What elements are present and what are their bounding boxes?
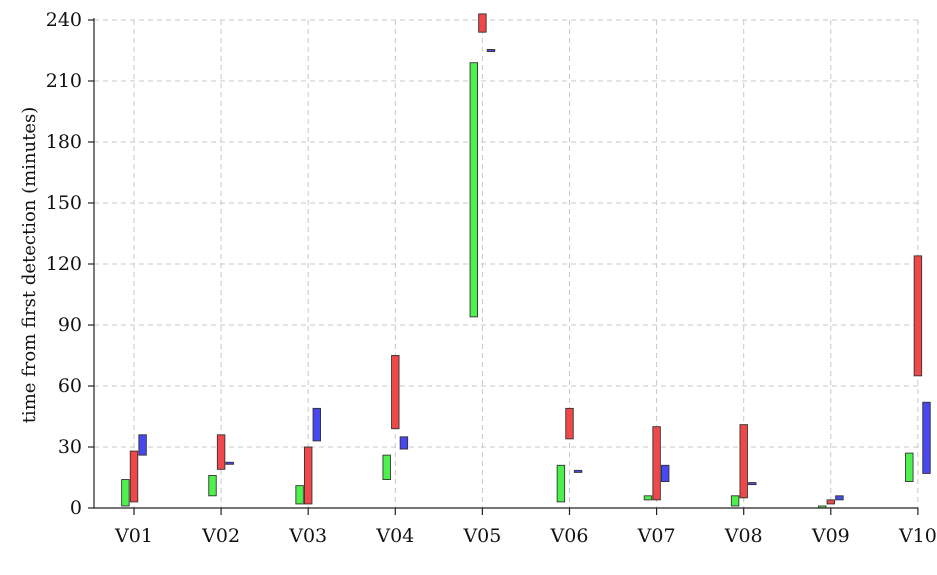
- range-bar: [399, 436, 409, 450]
- x-tick-label: V09: [811, 525, 850, 547]
- range-bar: [121, 479, 130, 507]
- range-bar: [565, 407, 574, 440]
- range-bar: [643, 495, 653, 501]
- x-tick-label: V04: [375, 525, 414, 547]
- range-bar: [216, 434, 226, 470]
- y-axis-label: time from first detection (minutes): [19, 107, 40, 424]
- axes: [88, 18, 919, 515]
- x-tick-label: V03: [288, 525, 327, 547]
- range-bar: [573, 469, 583, 473]
- range-bar: [922, 401, 931, 474]
- x-tick-label: V07: [637, 525, 676, 547]
- y-tick-label: 150: [46, 192, 82, 214]
- range-bar: [478, 13, 487, 33]
- range-bar: [913, 255, 923, 377]
- range-bar: [469, 62, 478, 318]
- range-bar: [312, 407, 321, 442]
- y-tick-label: 210: [46, 70, 82, 92]
- x-tick-label: V06: [550, 525, 589, 547]
- range-bar: [382, 454, 391, 480]
- range-bar: [295, 485, 304, 505]
- y-tick-label: 30: [58, 436, 82, 458]
- bars: [121, 13, 931, 509]
- y-tick-label: 120: [46, 253, 82, 275]
- y-tick-label: 0: [70, 497, 82, 519]
- x-tick-label: V01: [114, 525, 153, 547]
- range-bar: [905, 452, 914, 483]
- range-bar: [138, 434, 147, 456]
- range-bar: [826, 499, 835, 505]
- range-bar: [652, 426, 661, 501]
- range-bar: [391, 355, 400, 430]
- range-bar: [835, 495, 844, 501]
- x-tick-label: V05: [462, 525, 501, 547]
- range-bar: [208, 475, 217, 497]
- range-bar: [661, 464, 670, 483]
- x-tick-label: V08: [724, 525, 763, 547]
- y-tick-label: 90: [58, 314, 82, 336]
- range-bar: [304, 446, 313, 505]
- range-bar: [556, 464, 566, 503]
- range-bar: [739, 424, 748, 499]
- x-tick-label: V10: [898, 525, 937, 547]
- tick-labels: 0 30 60 90 120 150 180 210 240 V01 V02 V03 V04 V05 V06…: [46, 9, 937, 547]
- x-tick-label: V02: [201, 525, 240, 547]
- y-tick-label: 60: [58, 375, 82, 397]
- range-bar: [225, 461, 234, 465]
- y-tick-label: 180: [46, 131, 82, 153]
- range-bar: [748, 482, 757, 486]
- range-bar: [486, 49, 496, 52]
- y-tick-label: 240: [46, 9, 82, 31]
- range-bar: [129, 450, 139, 503]
- range-bar: [730, 495, 740, 507]
